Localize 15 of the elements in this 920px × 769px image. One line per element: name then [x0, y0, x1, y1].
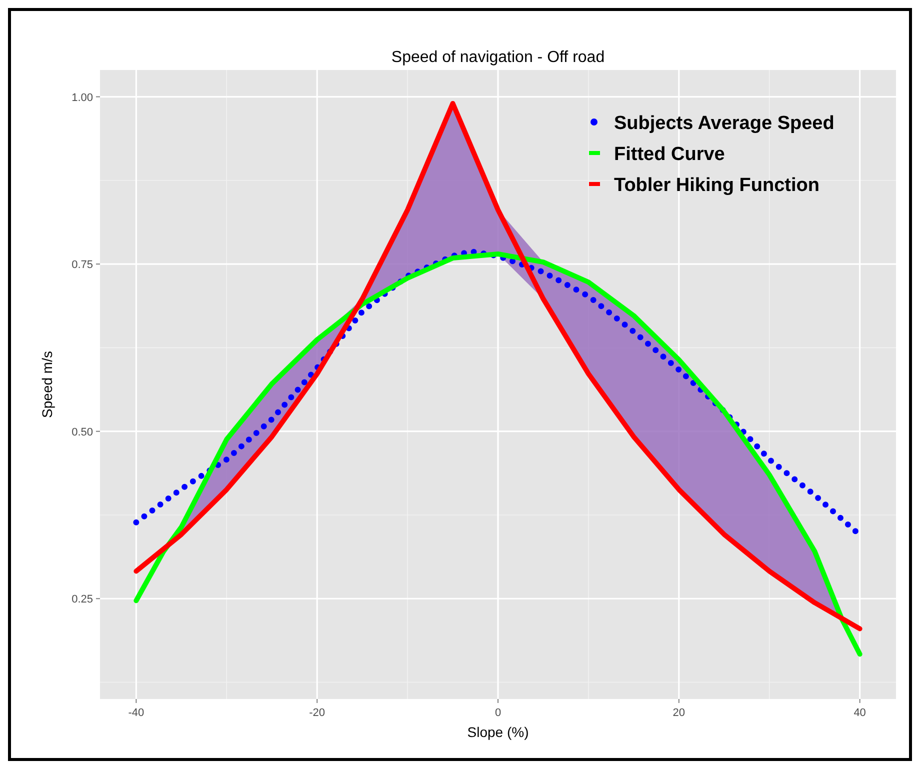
x-tick-label: -40 — [128, 707, 144, 719]
x-tick-label: 40 — [854, 707, 866, 719]
y-tick-label: 0.25 — [72, 594, 93, 606]
x-axis-title: Slope (%) — [467, 724, 529, 740]
x-tick-label: -20 — [309, 707, 326, 719]
x-tick-label: 0 — [494, 707, 502, 719]
chart-title: Speed of navigation - Off road — [391, 49, 605, 66]
y-tick-label: 1.00 — [72, 92, 93, 104]
legend-label: Subjects Average Speed — [614, 113, 834, 134]
y-tick-label: 0.50 — [72, 426, 93, 438]
x-tick-label: 20 — [672, 707, 686, 719]
legend-label: Fitted Curve — [614, 144, 725, 165]
legend-label: Tobler Hiking Function — [614, 175, 820, 196]
y-axis-title: Speed m/s — [39, 351, 55, 418]
y-tick-label: 0.75 — [72, 259, 93, 272]
